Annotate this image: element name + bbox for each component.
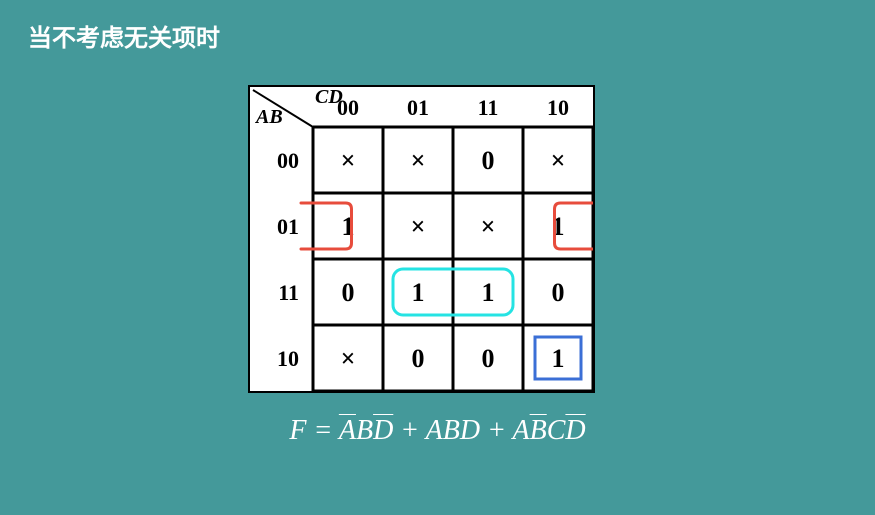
svg-text:×: × [411, 212, 426, 241]
svg-text:0: 0 [482, 146, 495, 175]
svg-text:0: 0 [342, 278, 355, 307]
svg-text:×: × [481, 212, 496, 241]
svg-text:×: × [551, 146, 566, 175]
svg-text:10: 10 [277, 346, 299, 371]
svg-text:00: 00 [337, 95, 359, 120]
svg-text:0: 0 [412, 344, 425, 373]
svg-text:0: 0 [552, 278, 565, 307]
svg-text:1: 1 [552, 344, 565, 373]
svg-text:01: 01 [407, 95, 429, 120]
svg-text:01: 01 [277, 214, 299, 239]
svg-text:10: 10 [547, 95, 569, 120]
svg-text:1: 1 [482, 278, 495, 307]
svg-text:1: 1 [412, 278, 425, 307]
svg-text:×: × [341, 146, 356, 175]
svg-text:AB: AB [254, 106, 283, 128]
kmap-svg: CDAB0001111000011110××0×1××10110×001 [250, 87, 593, 391]
svg-text:11: 11 [278, 280, 299, 305]
kmap-container: CDAB0001111000011110××0×1××10110×001 [248, 85, 595, 393]
svg-text:11: 11 [478, 95, 499, 120]
svg-text:00: 00 [277, 148, 299, 173]
svg-text:×: × [341, 344, 356, 373]
svg-text:0: 0 [482, 344, 495, 373]
svg-text:×: × [411, 146, 426, 175]
formula: F = ABD + ABD + ABCD [0, 415, 875, 447]
slide-title: 当不考虑无关项时 [28, 18, 220, 53]
